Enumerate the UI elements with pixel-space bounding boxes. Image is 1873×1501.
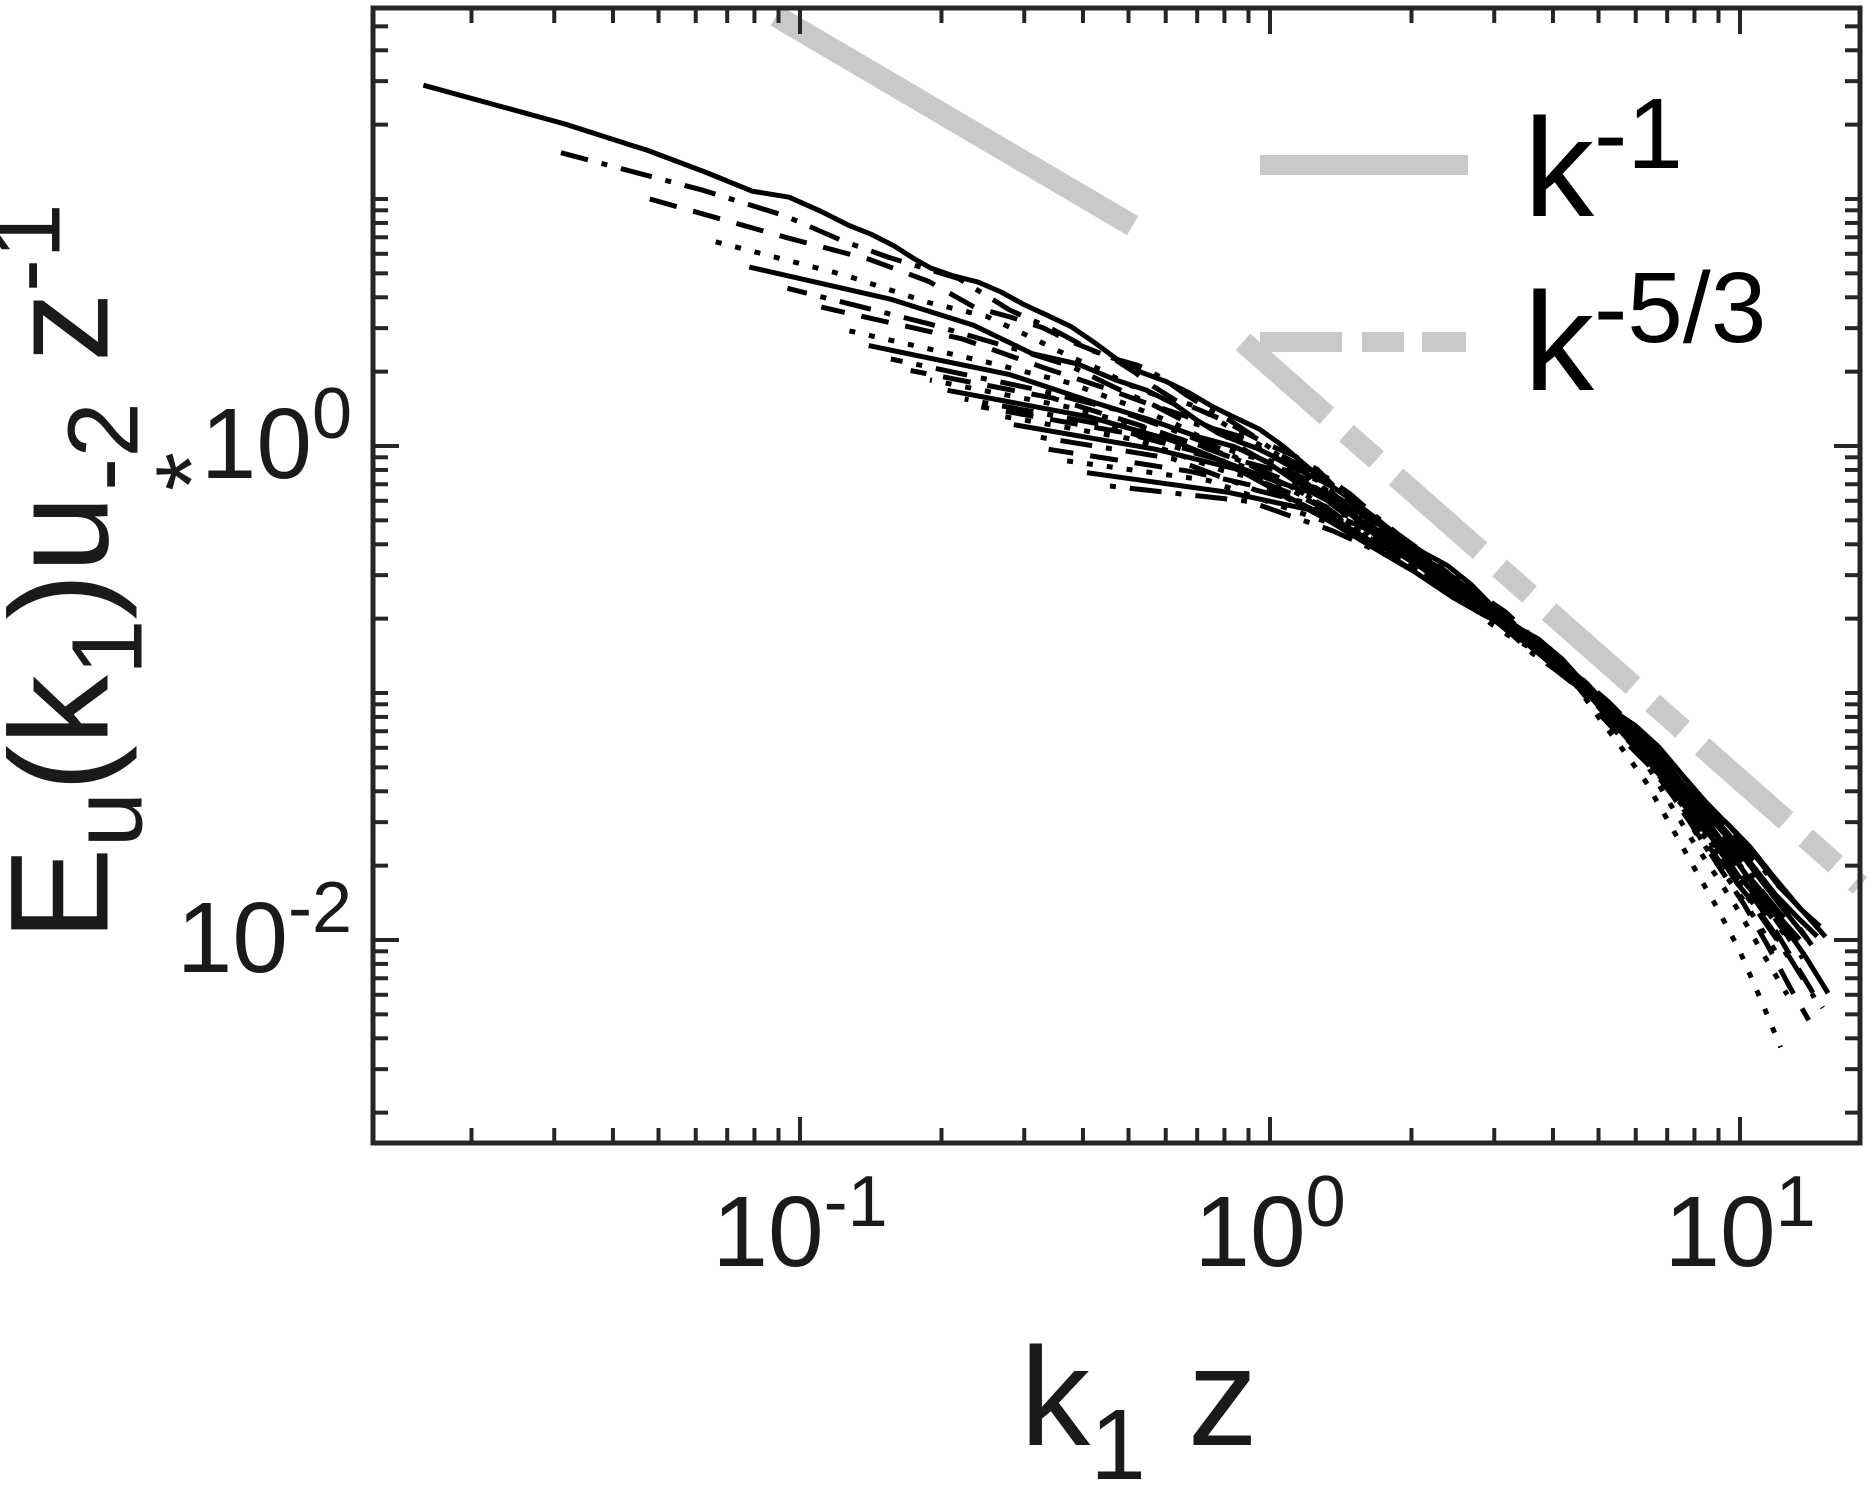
legend-k-1-sup: -1: [1594, 78, 1683, 190]
legend-k-5-3-swatch: [1260, 332, 1468, 352]
ylabel-sub-1: 1: [51, 619, 164, 676]
y-tick-label-exponent: 0: [311, 374, 352, 454]
spectrum-curve: [1107, 483, 1796, 967]
spectrum-curve: [929, 377, 1778, 953]
legend-k-5-3-swatch-segment: [1362, 332, 1404, 352]
ylabel-sub-u: u: [51, 791, 164, 848]
plot-box: [370, 5, 1863, 1146]
legend-k-5-3-swatch-segment: [1422, 332, 1466, 352]
x-tick-label: 100: [1194, 1166, 1345, 1282]
x-tick-label-base: 10: [1664, 1176, 1776, 1288]
y-tick-label-base: 10: [176, 882, 288, 994]
spectrum-curve: [1030, 433, 1769, 912]
spectrum-curve: [868, 343, 1819, 939]
spectrum-curve: [964, 396, 1795, 946]
x-tick-label-exponent: 0: [1305, 1162, 1346, 1242]
xlabel-sub-1: 1: [1090, 1389, 1146, 1501]
spectrum-curve: [910, 368, 1825, 1010]
xlabel-k: k: [1020, 1318, 1091, 1475]
reference-lines-group: [770, 6, 1868, 894]
x-tick-label-exponent: -1: [823, 1162, 888, 1242]
k-5-3-reference-line: [1235, 333, 1868, 894]
y-tick-label: 10-2: [22, 872, 352, 988]
y-axis-label: Eu(k1)u-2*z-1: [0, 203, 248, 941]
legend-k-5-3-swatch-segment: [1260, 332, 1342, 352]
x-tick-label-base: 10: [712, 1176, 824, 1288]
y-tick-label-exponent: -2: [287, 868, 352, 948]
spectrum-curve: [890, 356, 1786, 920]
spectrum-curve: [1086, 470, 1831, 995]
ylabel-close-u: )u: [0, 495, 138, 620]
legend-k-1-swatch: [1260, 155, 1468, 175]
spectrum-curve: [844, 327, 1773, 932]
spectrum-curve: [1048, 446, 1811, 1022]
y-tick-label: 100: [22, 378, 352, 494]
ylabel-z: z: [0, 292, 138, 362]
ylabel-open-k: (k: [0, 675, 138, 792]
y-tick-label-base: 10: [200, 388, 312, 500]
spectrum-curve: [996, 412, 1783, 1049]
x-tick-label-base: 10: [1194, 1176, 1306, 1288]
spectrum-curve: [947, 387, 1810, 941]
legend-k-1-label: k-1: [1524, 84, 1683, 238]
spectra-curves-group: [422, 82, 1831, 1049]
spectrum-curve: [980, 404, 1817, 1000]
k-1-reference-line: [770, 6, 1139, 236]
x-axis-label: k1 z: [1020, 1327, 1258, 1496]
x-tick-label-exponent: 1: [1775, 1162, 1816, 1242]
x-tick-label: 10-1: [712, 1166, 887, 1282]
ylabel-sup-minus1: -1: [0, 203, 82, 293]
legend-k-5-3-base: k: [1524, 263, 1594, 420]
legend-k-5-3-sup: -5/3: [1594, 252, 1767, 364]
axes-box-group: [370, 5, 1863, 1146]
legend-k-5-3-label: k-5/3: [1524, 258, 1766, 412]
xlabel-z: z: [1187, 1318, 1258, 1475]
x-tick-label: 101: [1664, 1166, 1815, 1282]
legend-k-1-base: k: [1524, 89, 1594, 246]
spectrum-curve: [1013, 422, 1802, 942]
